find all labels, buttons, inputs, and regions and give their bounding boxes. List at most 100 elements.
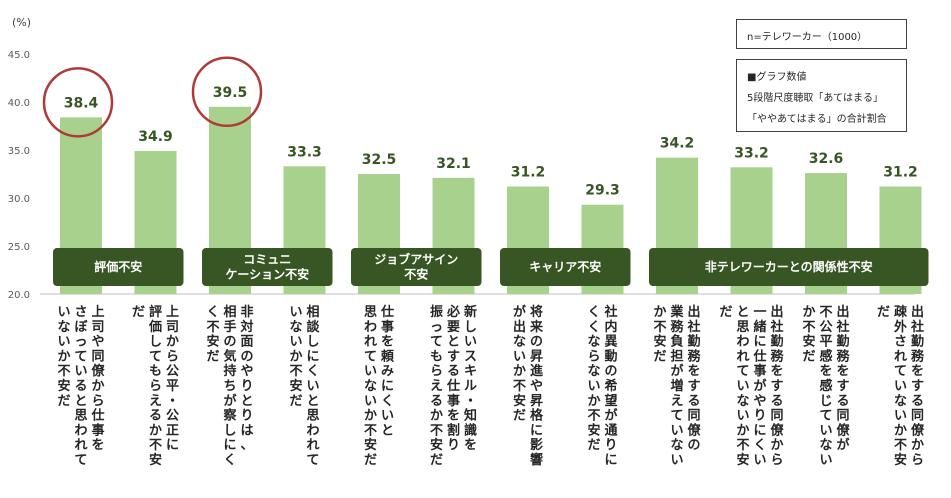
- category-char: を: [464, 438, 477, 453]
- category-char: だ: [57, 394, 70, 409]
- category-char: に: [381, 379, 394, 394]
- category-char: を: [770, 364, 783, 379]
- category-char: 気: [223, 348, 236, 364]
- category-char: 安: [289, 378, 302, 394]
- category-char: 思: [364, 305, 377, 320]
- category-char: る: [149, 409, 162, 424]
- category-char: ら: [430, 364, 443, 379]
- category-char: な: [57, 320, 70, 335]
- category-char: 談: [306, 319, 320, 335]
- category-char: 相: [306, 304, 319, 320]
- category-char: 手: [223, 319, 236, 335]
- category-char: っ: [430, 320, 443, 335]
- category-char: が: [604, 408, 617, 424]
- category-char: 上: [166, 305, 179, 320]
- category-char: 僚: [686, 422, 701, 438]
- category-char: じ: [819, 394, 832, 409]
- category-char: だ: [206, 349, 219, 364]
- category-char: だ: [513, 409, 526, 424]
- category-char: 同: [836, 409, 849, 424]
- category-char: か: [653, 305, 666, 320]
- group-banner: [351, 248, 482, 286]
- category-char: 不: [513, 379, 526, 394]
- category-char: が: [753, 378, 766, 394]
- value-label: 38.4: [64, 95, 99, 111]
- category-char: ス: [464, 349, 477, 364]
- category-char: か: [802, 305, 815, 320]
- category-char: か: [289, 349, 302, 364]
- note-box: ■グラフ数値 5段階尺度聴取「あてはまる」 「ややあてはまる」の合計割合: [736, 59, 907, 132]
- category-char: る: [770, 394, 783, 409]
- category-char: い: [587, 379, 600, 394]
- category-char: 勤: [687, 334, 700, 350]
- category-char: て: [74, 453, 87, 468]
- category-char: い: [289, 305, 302, 320]
- category-char: 識: [464, 422, 477, 438]
- category-char: 安: [653, 334, 666, 350]
- category-char: 響: [530, 452, 543, 468]
- category-char: 出: [770, 304, 783, 320]
- category-char: て: [819, 409, 832, 424]
- category-char: り: [240, 409, 253, 424]
- category-char: い: [57, 335, 70, 350]
- category-char: 緒: [753, 319, 766, 335]
- category-char: る: [430, 394, 443, 409]
- category-char: 不: [653, 320, 666, 335]
- category-char: を: [687, 364, 700, 379]
- value-label: 33.3: [287, 144, 322, 160]
- value-label: 31.2: [883, 164, 918, 180]
- category-char: も: [149, 364, 162, 379]
- group-banner: [649, 248, 929, 286]
- category-char: か: [513, 364, 526, 379]
- category-char: 異: [604, 335, 617, 350]
- category-char: な: [587, 364, 600, 379]
- category-char: 要: [447, 320, 460, 335]
- category-char: や: [530, 379, 543, 394]
- category-char: に: [306, 349, 319, 364]
- category-char: 価: [148, 319, 162, 335]
- category-char: キ: [464, 364, 477, 379]
- category-char: 内: [604, 319, 617, 335]
- y-tick-label: 25.0: [8, 242, 30, 253]
- category-char: を: [91, 438, 104, 453]
- category-char: に: [166, 438, 179, 453]
- category-char: る: [687, 394, 700, 409]
- category-char: み: [381, 364, 394, 379]
- category-char: 社: [769, 319, 783, 335]
- category-char: の: [223, 335, 236, 350]
- category-char: 将: [530, 304, 543, 320]
- category-char: 安: [57, 378, 70, 394]
- category-char: 察: [223, 408, 237, 424]
- category-char: 思: [736, 320, 749, 335]
- category-char: や: [91, 335, 104, 350]
- category-char: 業: [669, 304, 684, 320]
- category-char: だ: [653, 349, 666, 364]
- category-char: 安: [736, 452, 749, 468]
- category-char: 一: [753, 305, 766, 320]
- category-char: 安: [364, 437, 377, 453]
- category-char: 事: [753, 363, 766, 379]
- category-char: の: [530, 335, 543, 350]
- category-char: て: [364, 349, 377, 364]
- group-banner: [500, 248, 631, 286]
- category-char: す: [687, 379, 700, 394]
- category-char: さ: [894, 335, 907, 350]
- category-char: な: [513, 335, 526, 350]
- y-tick-label: 45.0: [8, 50, 30, 61]
- category-char: り: [447, 438, 460, 453]
- category-char: く: [223, 453, 236, 468]
- category-char: な: [670, 438, 683, 453]
- category-char: 同: [770, 409, 783, 424]
- group-label: 非テレワーカーとの関係性不安: [705, 259, 873, 274]
- category-char: て: [149, 349, 162, 364]
- category-char: 出: [687, 304, 700, 320]
- category-char: れ: [736, 349, 749, 364]
- category-char: 務: [670, 319, 684, 335]
- category-char: 思: [306, 409, 319, 424]
- category-char: 勤: [911, 334, 924, 350]
- group-label: ジョブアサイン: [374, 252, 458, 267]
- category-char: る: [911, 394, 924, 409]
